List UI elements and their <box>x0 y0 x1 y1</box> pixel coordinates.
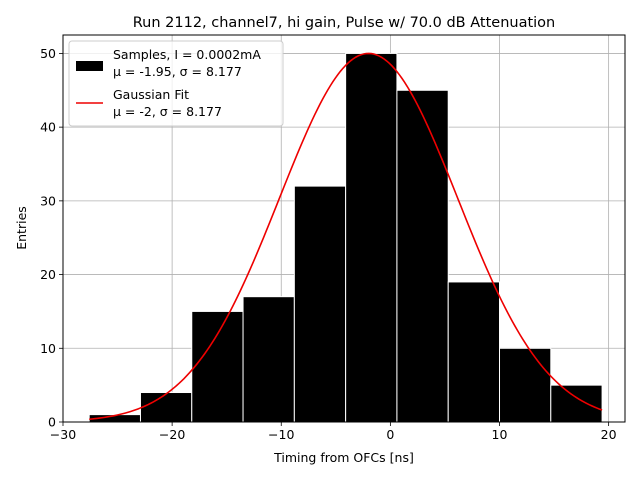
y-tick-label: 0 <box>48 415 56 430</box>
y-axis-label: Entries <box>14 206 29 250</box>
x-axis-label: Timing from OFCs [ns] <box>273 450 414 465</box>
histogram-bars <box>88 52 603 423</box>
x-tick-label: −10 <box>268 427 294 442</box>
legend-fit-label: Gaussian Fit <box>113 87 189 102</box>
legend-box <box>68 40 284 127</box>
histogram-bar <box>396 89 449 423</box>
histogram-bar <box>447 281 501 423</box>
y-axis-ticks: 0 10 20 30 40 50 <box>40 46 63 430</box>
histogram-bar <box>191 310 244 423</box>
legend-samples-label: Samples, I = 0.0002mA <box>113 47 261 62</box>
histogram-bar <box>293 185 347 423</box>
histogram-bar <box>139 392 193 423</box>
legend: Samples, I = 0.0002mA μ = -1.95, σ = 8.1… <box>68 40 284 127</box>
x-tick-label: 10 <box>492 427 508 442</box>
legend-fit-stats: μ = -2, σ = 8.177 <box>113 104 222 119</box>
legend-samples-stats: μ = -1.95, σ = 8.177 <box>113 64 242 79</box>
x-tick-label: 20 <box>601 427 617 442</box>
y-tick-label: 30 <box>40 193 56 208</box>
x-tick-label: −20 <box>159 427 185 442</box>
gaussian-fit-curve <box>89 52 603 421</box>
y-tick-label: 10 <box>40 341 56 356</box>
gaussian-fit <box>89 52 603 421</box>
chart-title: Run 2112, channel7, hi gain, Pulse w/ 70… <box>133 15 556 31</box>
histogram-bar <box>242 296 295 423</box>
histogram-bar <box>550 384 603 423</box>
y-tick-label: 40 <box>40 120 56 135</box>
y-tick-label: 20 <box>40 267 56 282</box>
x-axis-ticks: −30 −20 −10 0 10 20 <box>50 422 617 442</box>
histogram-bar <box>499 347 552 423</box>
x-tick-label: 0 <box>386 427 394 442</box>
x-tick-label: −30 <box>50 427 76 442</box>
plot-frame <box>62 34 626 423</box>
y-tick-label: 50 <box>40 46 56 61</box>
legend-samples-swatch <box>76 61 103 71</box>
histogram-bar <box>345 52 398 423</box>
